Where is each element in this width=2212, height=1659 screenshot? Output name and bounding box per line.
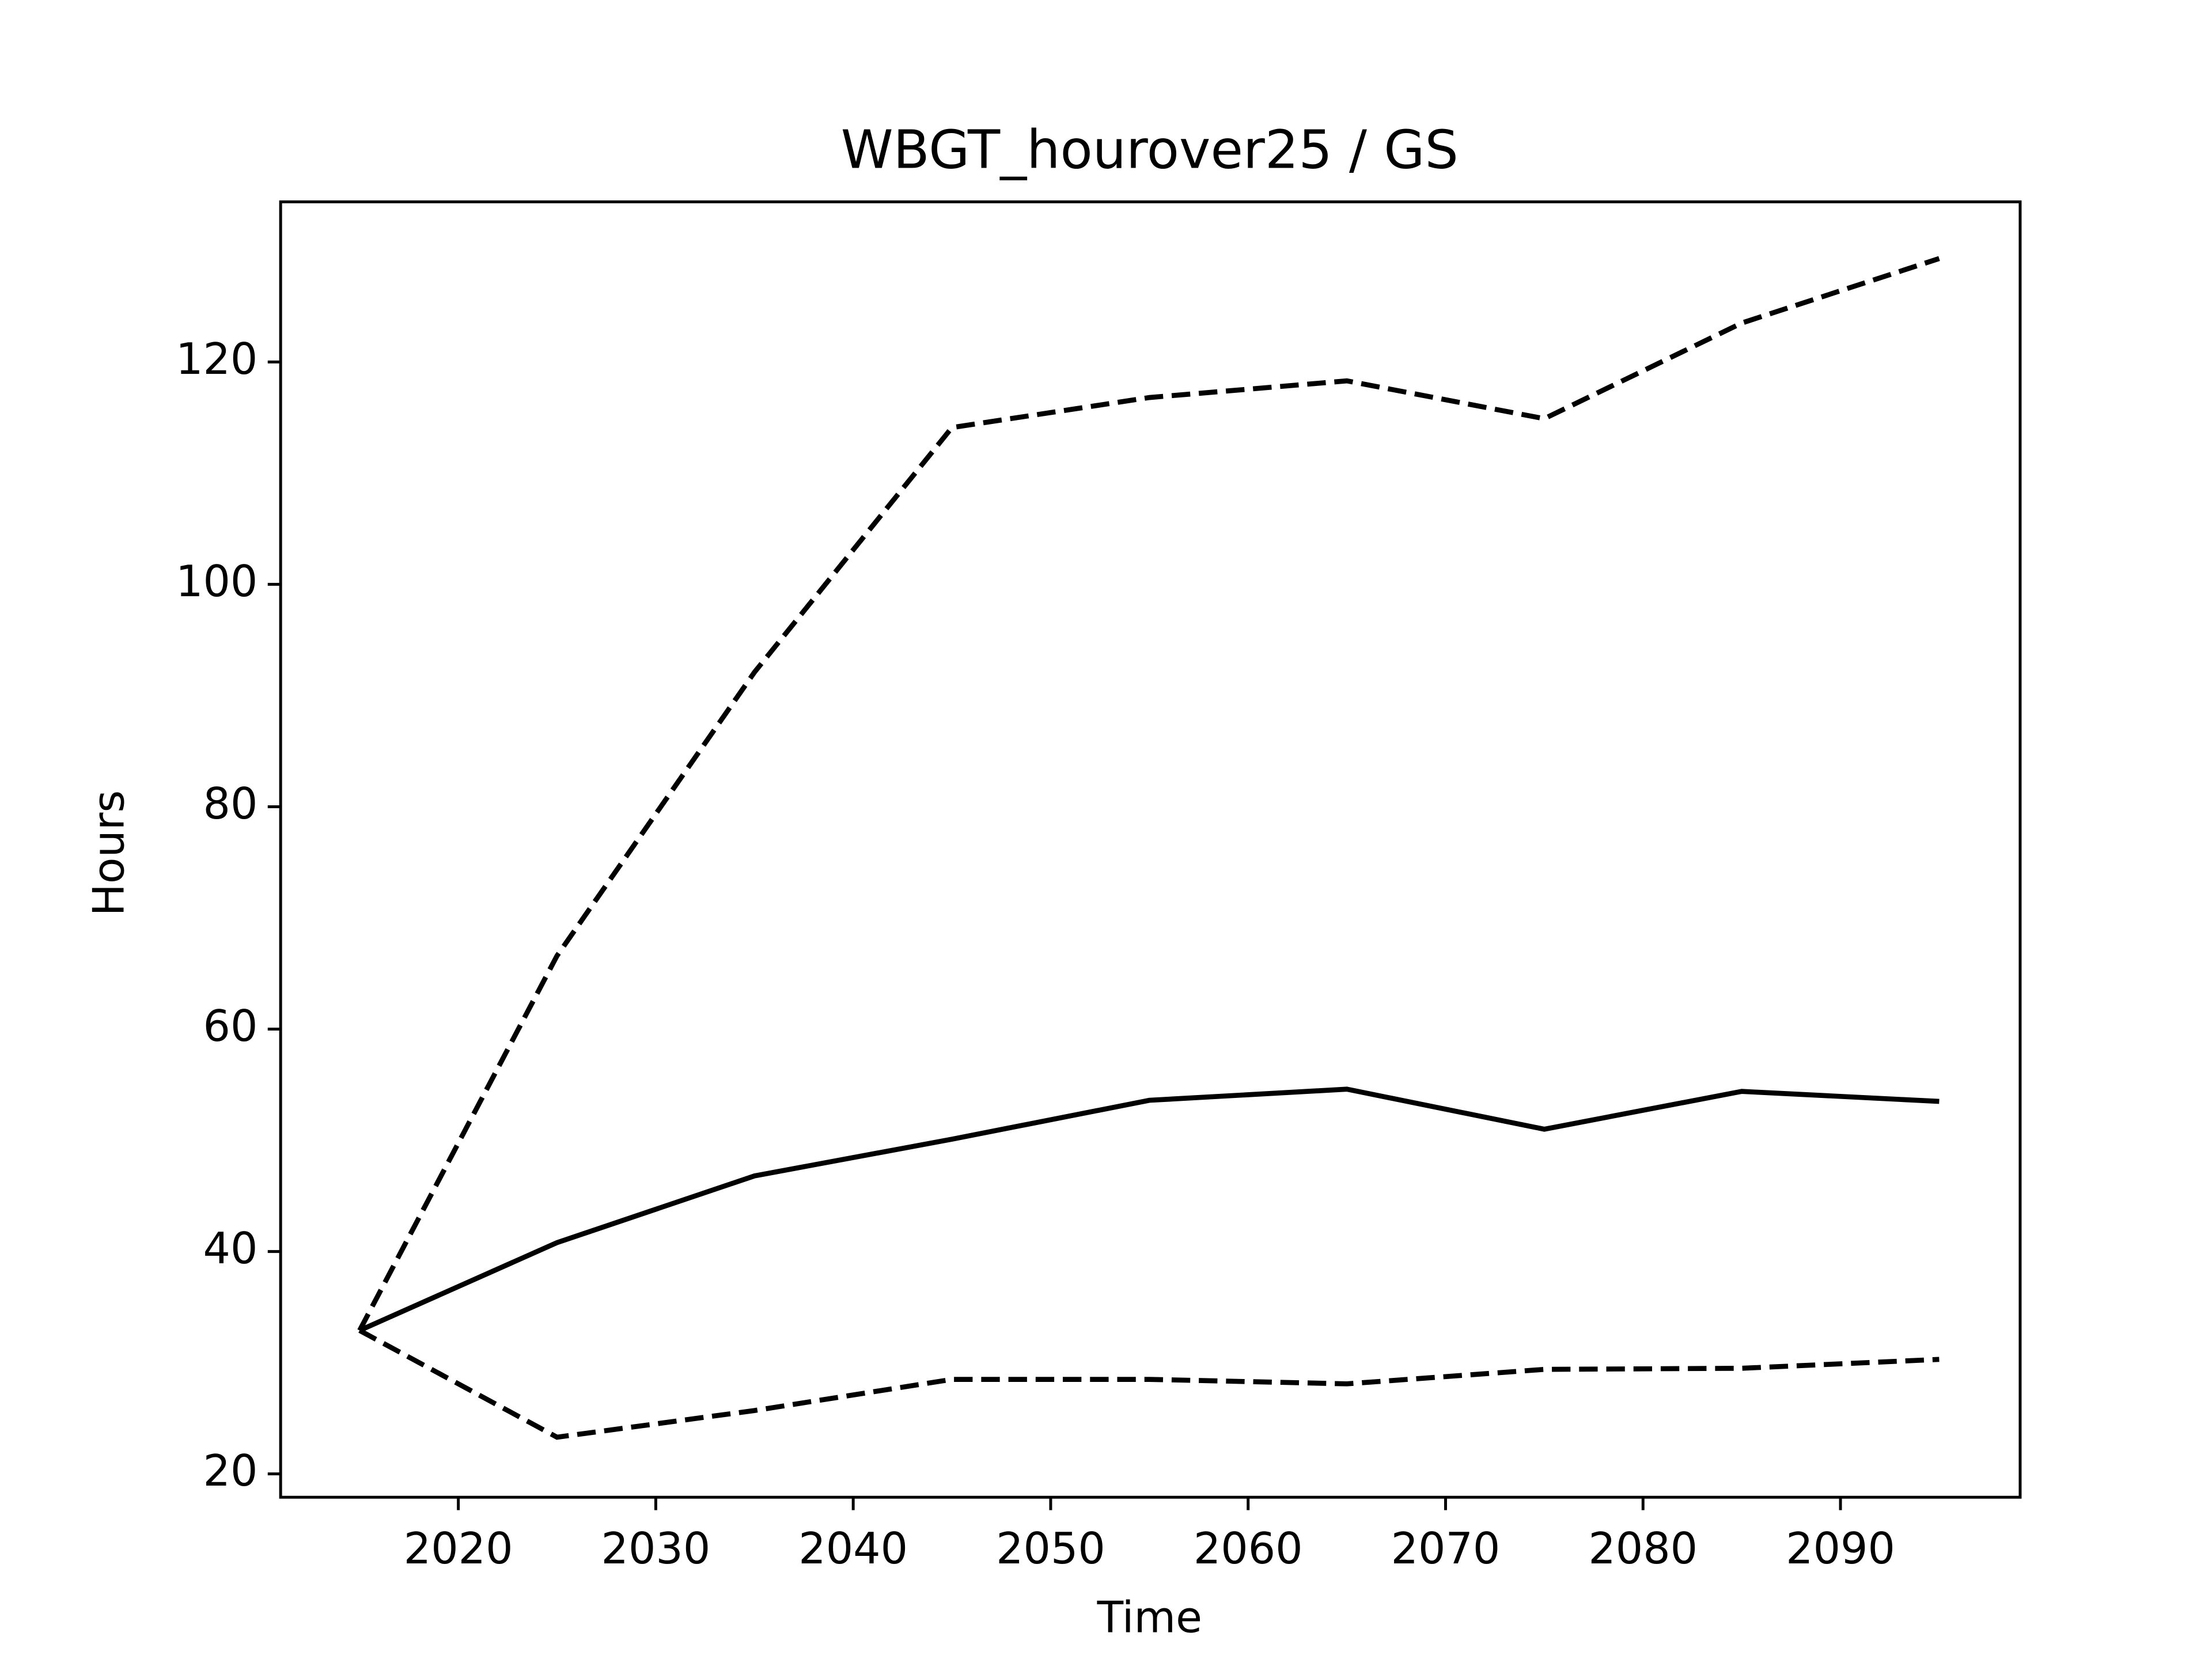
x-tick-label: 2090 [1786, 1524, 1895, 1574]
y-tick-label: 100 [176, 556, 257, 607]
plot-frame [279, 200, 2022, 1499]
y-tick-label: 20 [203, 1446, 258, 1496]
x-tick-label: 2050 [996, 1524, 1105, 1574]
series-line [358, 1328, 1940, 1440]
x-tick-label: 2060 [1194, 1524, 1303, 1574]
y-tick-label: 80 [203, 779, 258, 829]
x-tick-label: 2040 [798, 1524, 908, 1574]
series-line [358, 1086, 1940, 1333]
y-tick-label: 40 [203, 1224, 258, 1274]
x-tick-label: 2030 [601, 1524, 711, 1574]
y-tick-label: 120 [176, 334, 257, 384]
series-line [357, 256, 1940, 1332]
y-tick-label: 60 [203, 1001, 258, 1051]
x-tick-label: 2020 [404, 1524, 513, 1574]
x-tick-label: 2070 [1391, 1524, 1501, 1574]
x-axis-label: Time [1097, 1592, 1202, 1642]
y-axis-label: Hours [84, 790, 134, 916]
chart-title: WBGT_hourover25 / GS [841, 119, 1459, 180]
x-tick-label: 2080 [1588, 1524, 1698, 1574]
